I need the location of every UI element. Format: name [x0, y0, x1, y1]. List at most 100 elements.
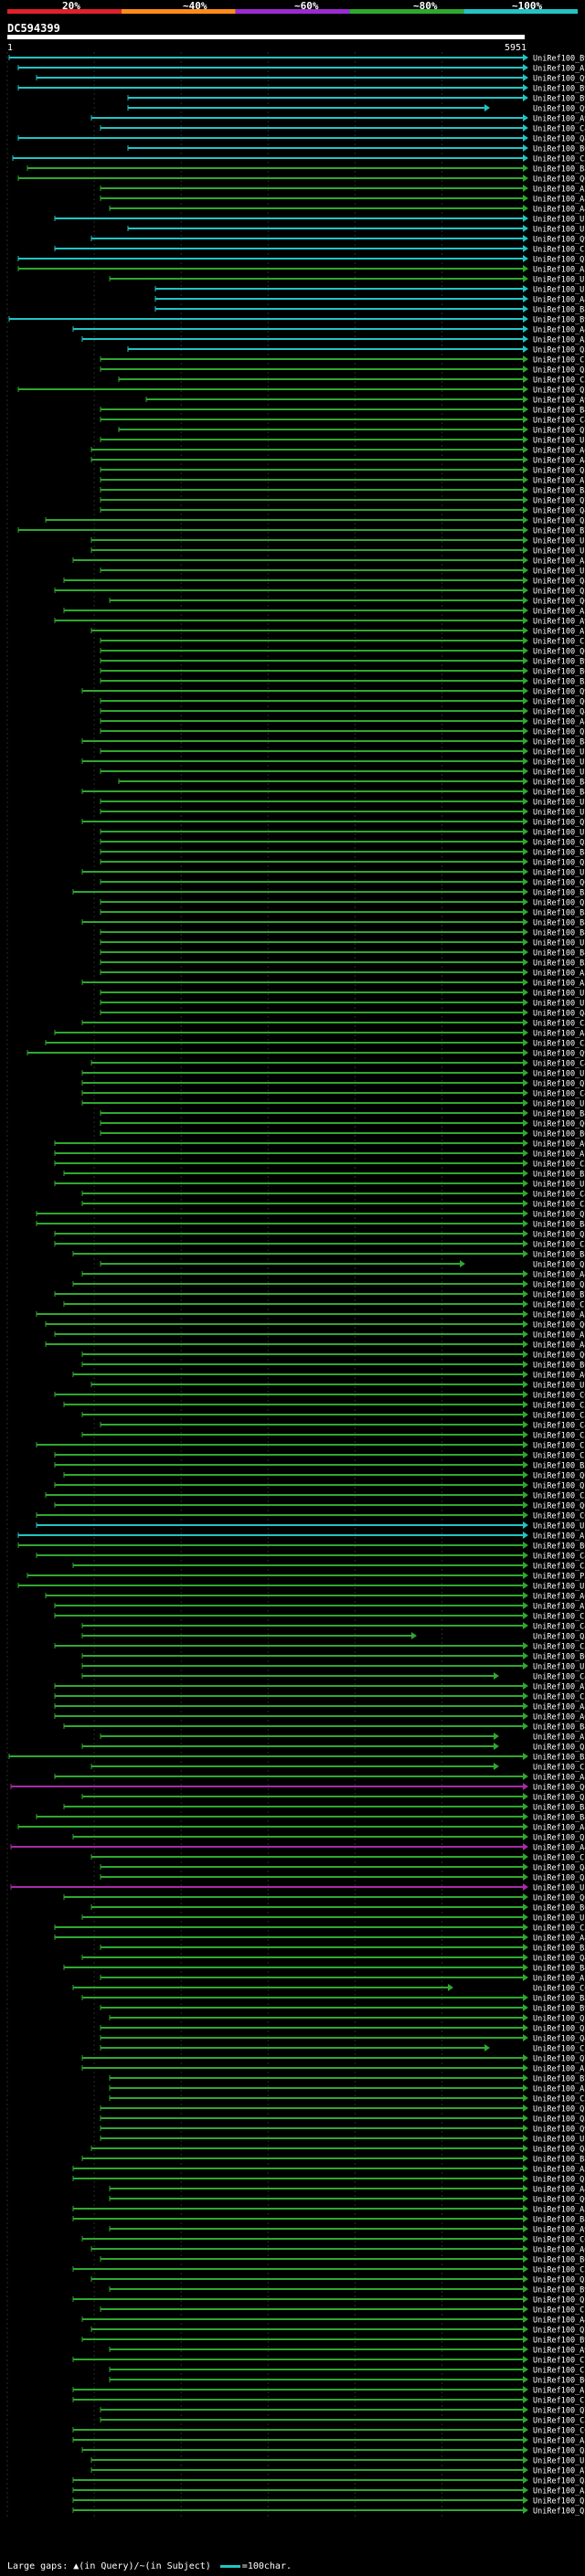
hit-label[interactable]: UniRef100_Q4SY51 — [533, 708, 585, 717]
hit-row[interactable]: UniRef100_Q9XZ92 — [27, 1049, 585, 1059]
hit-row[interactable]: UniRef100_B3NIL9 — [72, 888, 585, 898]
hit-label[interactable]: UniRef100_C1FEN1 — [533, 1854, 585, 1863]
hit-row[interactable]: UniRef100_C4PN26 — [100, 124, 585, 134]
hit-row[interactable]: UniRef100_C5QXD2 — [81, 1431, 585, 1441]
hit-label[interactable]: UniRef100_UPI000.. — [533, 869, 585, 878]
hit-label[interactable]: UniRef100_Q5I1H4 — [533, 517, 585, 526]
hit-row[interactable]: UniRef100_A7R3U7 — [100, 476, 585, 486]
hit-label[interactable]: UniRef100_Q5V0Z2 — [533, 366, 585, 376]
hit-label[interactable]: UniRef100_Q7Q8T4 — [533, 427, 585, 436]
hit-label[interactable]: UniRef100_UPI000.. — [533, 939, 585, 949]
hit-row[interactable]: UniRef100_A4RE47 — [81, 1270, 585, 1280]
hit-label[interactable]: UniRef100_A4M7S7 — [533, 1935, 585, 1944]
hit-row[interactable]: UniRef100_UPI000.. — [100, 798, 585, 808]
hit-row[interactable]: UniRef100_Q2LYK1 — [100, 727, 585, 737]
hit-row[interactable]: UniRef100_UPI000.. — [90, 1381, 585, 1391]
hit-row[interactable]: UniRef100_Q06U4 — [10, 1783, 585, 1793]
hit-label[interactable]: UniRef100_A6QKT4 — [533, 1372, 585, 1381]
hit-row[interactable]: UniRef100_B9R057 — [8, 54, 585, 64]
hit-label[interactable]: UniRef100_UPI000.. — [533, 769, 585, 778]
hit-row[interactable]: UniRef100_A6F4W9 — [90, 2245, 585, 2255]
hit-row[interactable]: UniRef100_C1XJL6 — [100, 2044, 585, 2054]
hit-label[interactable]: UniRef100_A7F8A4 — [533, 1603, 585, 1612]
hit-label[interactable]: UniRef100_C4PZQ3 — [533, 1422, 585, 1431]
hit-row[interactable]: UniRef100_Q2U4M2 — [54, 1230, 585, 1240]
hit-row[interactable]: UniRef100_Q01QN6 — [54, 1501, 585, 1511]
hit-row[interactable]: UniRef100_Q7ZTP4 — [36, 1210, 585, 1220]
hit-label[interactable]: UniRef100_UPI000.. — [533, 1382, 585, 1391]
hit-label[interactable]: UniRef100_Q31UJ1 — [533, 1874, 585, 1883]
hit-row[interactable]: UniRef100_Q8I0V8 — [90, 2145, 585, 2155]
hit-row[interactable]: UniRef100_C0NSD9 — [54, 1391, 585, 1401]
hit-row[interactable]: UniRef100_UPI000.. — [54, 215, 585, 225]
hit-label[interactable]: UniRef100_A7HBU9 — [533, 1733, 585, 1743]
hit-label[interactable]: UniRef100_B2AT43 — [533, 1171, 585, 1180]
hit-label[interactable]: UniRef100_A5IZ89 — [533, 2487, 585, 2496]
hit-label[interactable]: UniRef100_C1MX34 — [533, 356, 585, 366]
hit-label[interactable]: UniRef100_Q06U4 — [533, 1784, 585, 1793]
hit-row[interactable]: UniRef100_Q6CLS2 — [63, 1471, 585, 1481]
hit-label[interactable]: UniRef100_A7IZ33 — [533, 628, 585, 637]
hit-row[interactable]: UniRef100_C5Y4P9 — [54, 1160, 585, 1170]
hit-row[interactable]: UniRef100_Q7RBD6 — [100, 496, 585, 506]
hit-label[interactable]: UniRef100_Q2LQ29 — [533, 387, 585, 396]
hit-label[interactable]: UniRef100_UPI000.. — [533, 547, 585, 557]
hit-label[interactable]: UniRef100_Q4Y398 — [533, 1864, 585, 1873]
hit-row[interactable]: UniRef100_A4R2B6 — [45, 1341, 585, 1351]
hit-label[interactable]: UniRef100_C5QFF6 — [533, 1643, 585, 1652]
hit-label[interactable]: UniRef100_A7JI25 — [533, 2467, 585, 2476]
hit-row[interactable]: UniRef100_Q5UYG1 — [81, 1793, 585, 1803]
hit-label[interactable]: UniRef100_A4M5L9 — [533, 326, 585, 335]
hit-label[interactable]: UniRef100_Q7ZTP4 — [533, 1211, 585, 1220]
hit-label[interactable]: UniRef100_C0NSD9 — [533, 1392, 585, 1401]
hit-label[interactable]: UniRef100_B4J766 — [533, 789, 585, 798]
hit-label[interactable]: UniRef100_UPI000.. — [533, 1663, 585, 1672]
hit-label[interactable]: UniRef100_A1DG09 — [533, 1532, 585, 1542]
hit-label[interactable]: UniRef100_UPI000.. — [533, 567, 585, 577]
hit-row[interactable]: UniRef100_C0KET3 — [72, 2426, 585, 2436]
hit-row[interactable]: UniRef100_B4IUG3 — [100, 928, 585, 938]
hit-row[interactable]: UniRef100_C3KWP1 — [109, 2094, 585, 2104]
hit-label[interactable]: UniRef100_UPI000.. — [533, 748, 585, 758]
hit-label[interactable]: UniRef100_C5SQQ6 — [533, 2417, 585, 2426]
hit-label[interactable]: UniRef100_B3NIL9 — [533, 889, 585, 898]
hit-label[interactable]: UniRef100_Q2KG40 — [533, 1261, 585, 1270]
hit-label[interactable]: UniRef100_C6WTA2 — [533, 1985, 585, 1994]
hit-label[interactable]: UniRef100_A2SYV7 — [533, 2085, 585, 2094]
hit-row[interactable]: UniRef100_B4UC29 — [36, 1813, 585, 1823]
hit-row[interactable]: UniRef100_Q4Y398 — [100, 1863, 585, 1873]
hit-label[interactable]: UniRef100_Q14IH3 — [533, 2497, 585, 2507]
hit-row[interactable]: UniRef100_B7FM85 — [17, 526, 585, 536]
hit-row[interactable]: UniRef100_C3Y3G4 — [81, 1019, 585, 1029]
hit-row[interactable]: UniRef100_C1DI54 — [109, 2366, 585, 2376]
hit-label[interactable]: UniRef100_B6KEM0 — [533, 668, 585, 677]
hit-row[interactable]: UniRef100_B6K4J2 — [81, 1652, 585, 1662]
hit-label[interactable]: UniRef100_Q1D4N0 — [533, 2176, 585, 2185]
hit-row[interactable]: UniRef100_Q40D16 — [81, 1954, 585, 1964]
hit-row[interactable]: UniRef100_C5FZJ2 — [45, 1039, 585, 1049]
hit-label[interactable]: UniRef100_A1CJC4 — [533, 1331, 585, 1341]
hit-label[interactable]: UniRef100_C7RGV7 — [533, 2357, 585, 2366]
hit-row[interactable]: UniRef100_A7QNP2 — [17, 64, 585, 74]
hit-row[interactable]: UniRef100_Q1K0F3 — [109, 2014, 585, 2024]
hit-row[interactable]: UniRef100_A3GRZ8 — [81, 979, 585, 989]
hit-row[interactable]: UniRef100_Q7NTF9 — [100, 2406, 585, 2416]
hit-label[interactable]: UniRef100_B8BQ31 — [533, 849, 585, 858]
hit-label[interactable]: UniRef100_A2U053 — [533, 266, 585, 275]
hit-row[interactable]: UniRef100_UPI000.. — [100, 989, 585, 999]
hit-row[interactable]: UniRef100_A9FD62 — [109, 2225, 585, 2235]
hit-row[interactable]: UniRef100_Q2NHD7 — [90, 2275, 585, 2285]
hit-row[interactable]: UniRef100_B6KEM0 — [100, 667, 585, 677]
hit-label[interactable]: UniRef100_UPI000.. — [533, 799, 585, 808]
hit-row[interactable]: UniRef100_Q9I1B9 — [81, 687, 585, 697]
hit-row[interactable]: UniRef100_Q5M8W4 — [100, 838, 585, 848]
hit-row[interactable]: UniRef100_C5JY60 — [54, 1692, 585, 1702]
hit-row[interactable]: UniRef100_Q1DAF5 — [54, 1481, 585, 1491]
hit-label[interactable]: UniRef100_B6K7C4 — [533, 1904, 585, 1913]
hit-label[interactable]: UniRef100_Q5K8V7 — [533, 1744, 585, 1753]
hit-row[interactable]: UniRef100_A5GP27 — [63, 607, 585, 617]
hit-label[interactable]: UniRef100_B0CQH8 — [533, 1542, 585, 1552]
hit-label[interactable]: UniRef100_Q6BQ50 — [533, 648, 585, 657]
hit-label[interactable]: UniRef100_C5YB90 — [533, 376, 585, 386]
hit-row[interactable]: UniRef100_Q5ZT12 — [100, 2115, 585, 2125]
